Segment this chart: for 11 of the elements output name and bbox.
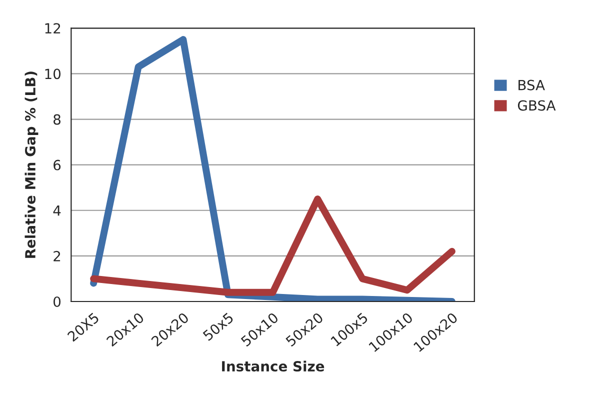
y-tick-label: 10 (45, 68, 61, 80)
y-tick-label: 12 (45, 23, 60, 34)
legend-label: GBSA (518, 100, 556, 111)
y-tick-label: 0 (54, 296, 61, 307)
y-tick-label: 4 (53, 206, 61, 216)
y-tick-label: 8 (54, 114, 60, 125)
legend-label: BSA (518, 80, 545, 90)
x-axis-title: Instance Size (222, 360, 324, 372)
y-tick-label: 2 (54, 250, 60, 262)
y-axis-title: Relative Min Gap % (LB) (24, 72, 38, 258)
y-tick-label: 6 (54, 160, 61, 170)
